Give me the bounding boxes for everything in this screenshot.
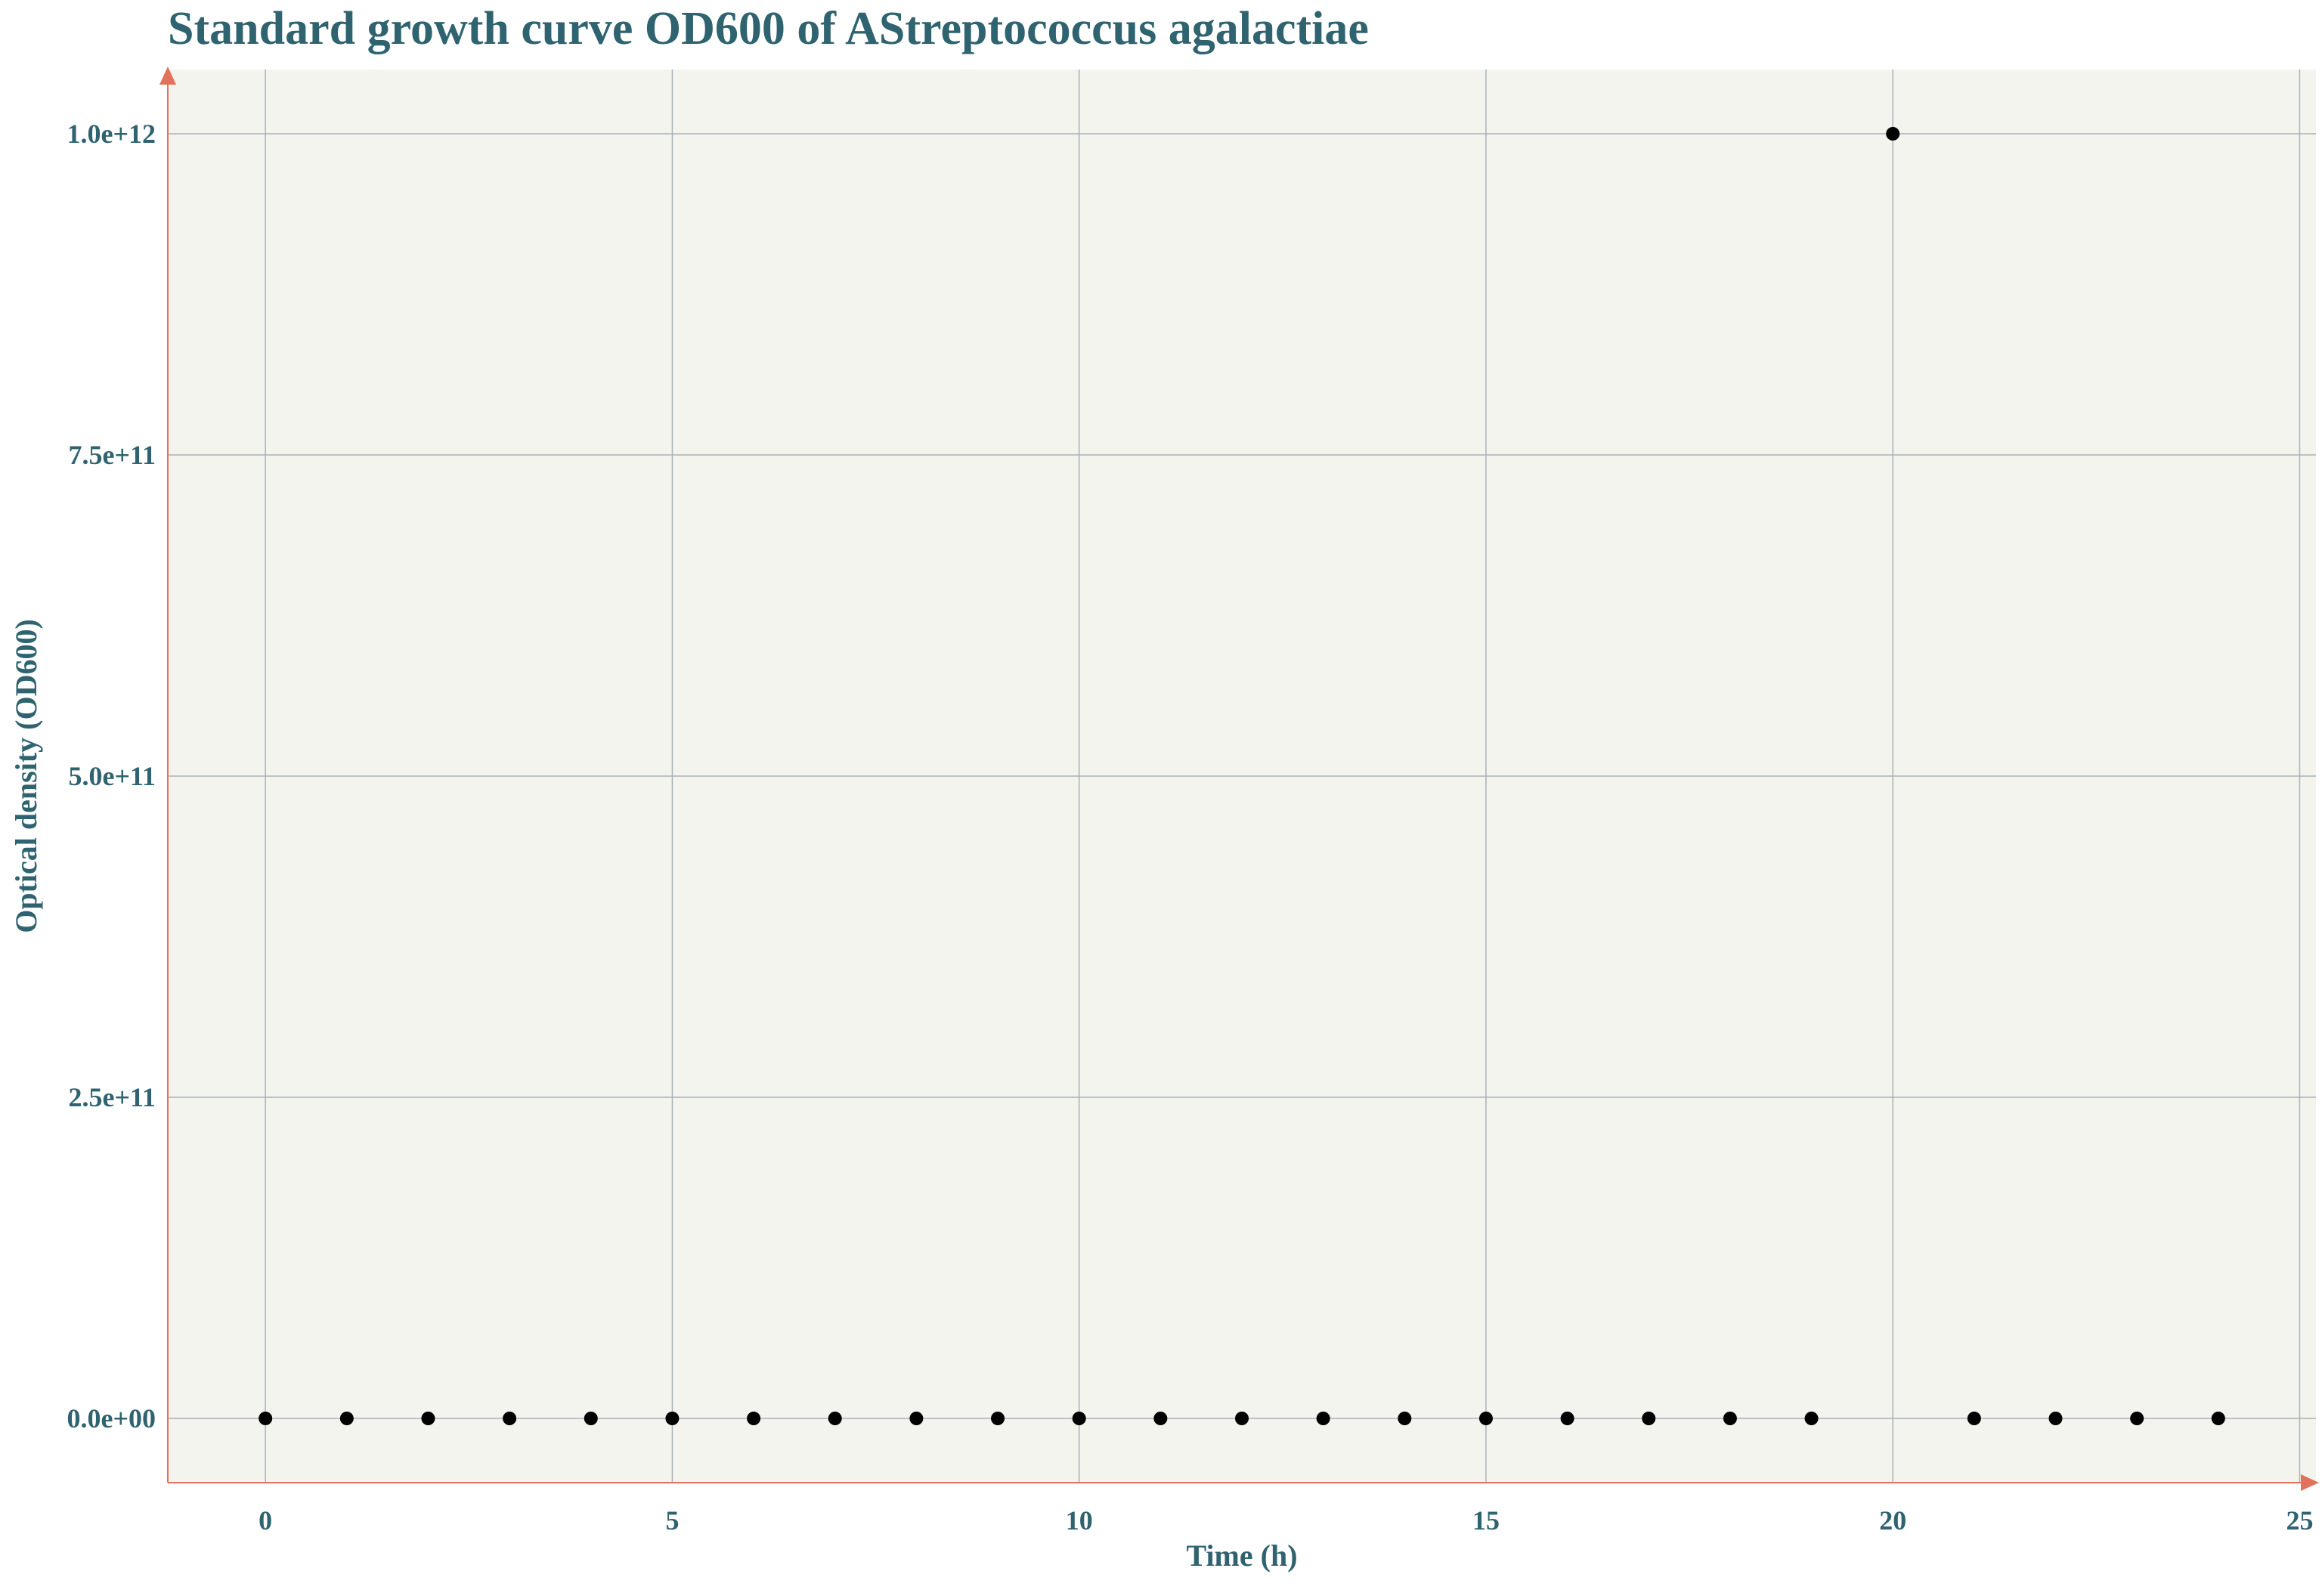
data-point (909, 1412, 924, 1425)
y-tick-label: 1.0e+12 (67, 119, 156, 149)
data-point (1560, 1412, 1574, 1425)
data-point (2048, 1412, 2063, 1425)
data-point (339, 1412, 354, 1425)
data-point (259, 1412, 273, 1425)
data-point (1723, 1412, 1737, 1425)
x-tick-label: 5 (665, 1505, 679, 1536)
data-points (259, 127, 2225, 1425)
data-point (584, 1412, 598, 1425)
data-point (1886, 127, 1900, 141)
axes (159, 66, 2319, 1491)
y-axis-label: Optical density (OD600) (9, 619, 43, 933)
data-point (1072, 1412, 1086, 1425)
tick-labels: 0 5 10 15 20 25 0.0e+00 2.5e+11 5.0e+11 7.5e+11 1.… (67, 119, 2314, 1536)
y-tick-label: 5.0e+11 (68, 761, 156, 791)
data-point (665, 1412, 680, 1425)
x-tick-label: 15 (1472, 1505, 1500, 1536)
data-point (1804, 1412, 1819, 1425)
data-point (503, 1412, 517, 1425)
y-tick-label: 7.5e+11 (68, 440, 156, 470)
data-point (1398, 1412, 1412, 1425)
data-point (1153, 1412, 1168, 1425)
x-tick-label: 25 (2286, 1505, 2313, 1536)
chart-title: Standard growth curve OD600 of AStreptoc… (168, 3, 1369, 54)
x-axis-arrow-icon (2301, 1474, 2319, 1491)
y-tick-label: 2.5e+11 (68, 1082, 156, 1112)
data-point (991, 1412, 1005, 1425)
data-point (1316, 1412, 1330, 1425)
x-tick-label: 10 (1066, 1505, 1093, 1536)
data-point (1235, 1412, 1249, 1425)
data-point (421, 1412, 435, 1425)
data-point (1478, 1412, 1493, 1425)
y-tick-label: 0.0e+00 (67, 1403, 156, 1434)
data-point (2211, 1412, 2225, 1425)
data-point (828, 1412, 842, 1425)
data-point (1967, 1412, 1981, 1425)
x-tick-label: 20 (1879, 1505, 1906, 1536)
x-axis-label: Time (h) (1186, 1539, 1297, 1573)
data-point (1642, 1412, 1656, 1425)
x-tick-label: 0 (259, 1505, 272, 1536)
grid (168, 70, 2316, 1483)
y-axis-arrow-icon (159, 66, 176, 85)
data-point (2130, 1412, 2144, 1425)
data-point (747, 1412, 761, 1425)
